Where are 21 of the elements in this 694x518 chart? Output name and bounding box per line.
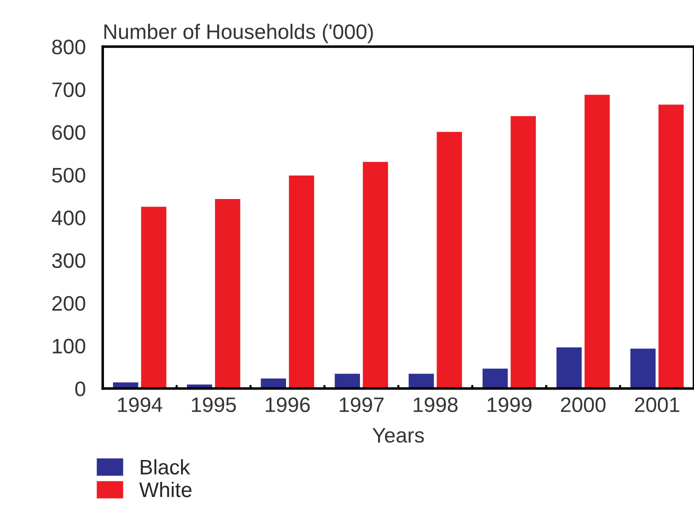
y-axis-title: Number of Households ('000) bbox=[104, 24, 373, 44]
y-tick-label: 600 bbox=[52, 125, 86, 140]
y-tick-label: 400 bbox=[52, 210, 86, 226]
x-tick-label: 2000 bbox=[561, 397, 606, 412]
y-tick-label: 800 bbox=[52, 40, 86, 54]
x-tick-label: 1995 bbox=[192, 397, 236, 412]
x-axis-title: Years bbox=[372, 428, 424, 443]
x-tick-label: 1999 bbox=[488, 397, 532, 412]
x-tick-label: 1994 bbox=[118, 397, 162, 412]
y-tick-label: 500 bbox=[52, 168, 86, 183]
x-tick-label: 1997 bbox=[340, 397, 384, 412]
x-tick-label: 1998 bbox=[414, 397, 458, 412]
y-tick-label: 100 bbox=[52, 338, 86, 354]
y-tick-label: 0 bbox=[75, 382, 86, 396]
x-tick-label: 1996 bbox=[266, 397, 310, 412]
legend-label: White bbox=[139, 482, 192, 498]
y-tick-label: 300 bbox=[52, 253, 86, 268]
x-tick-label: 2001 bbox=[634, 397, 680, 412]
legend-label: Black bbox=[140, 459, 190, 475]
y-tick-label: 200 bbox=[52, 296, 86, 311]
y-tick-label: 700 bbox=[52, 82, 86, 98]
